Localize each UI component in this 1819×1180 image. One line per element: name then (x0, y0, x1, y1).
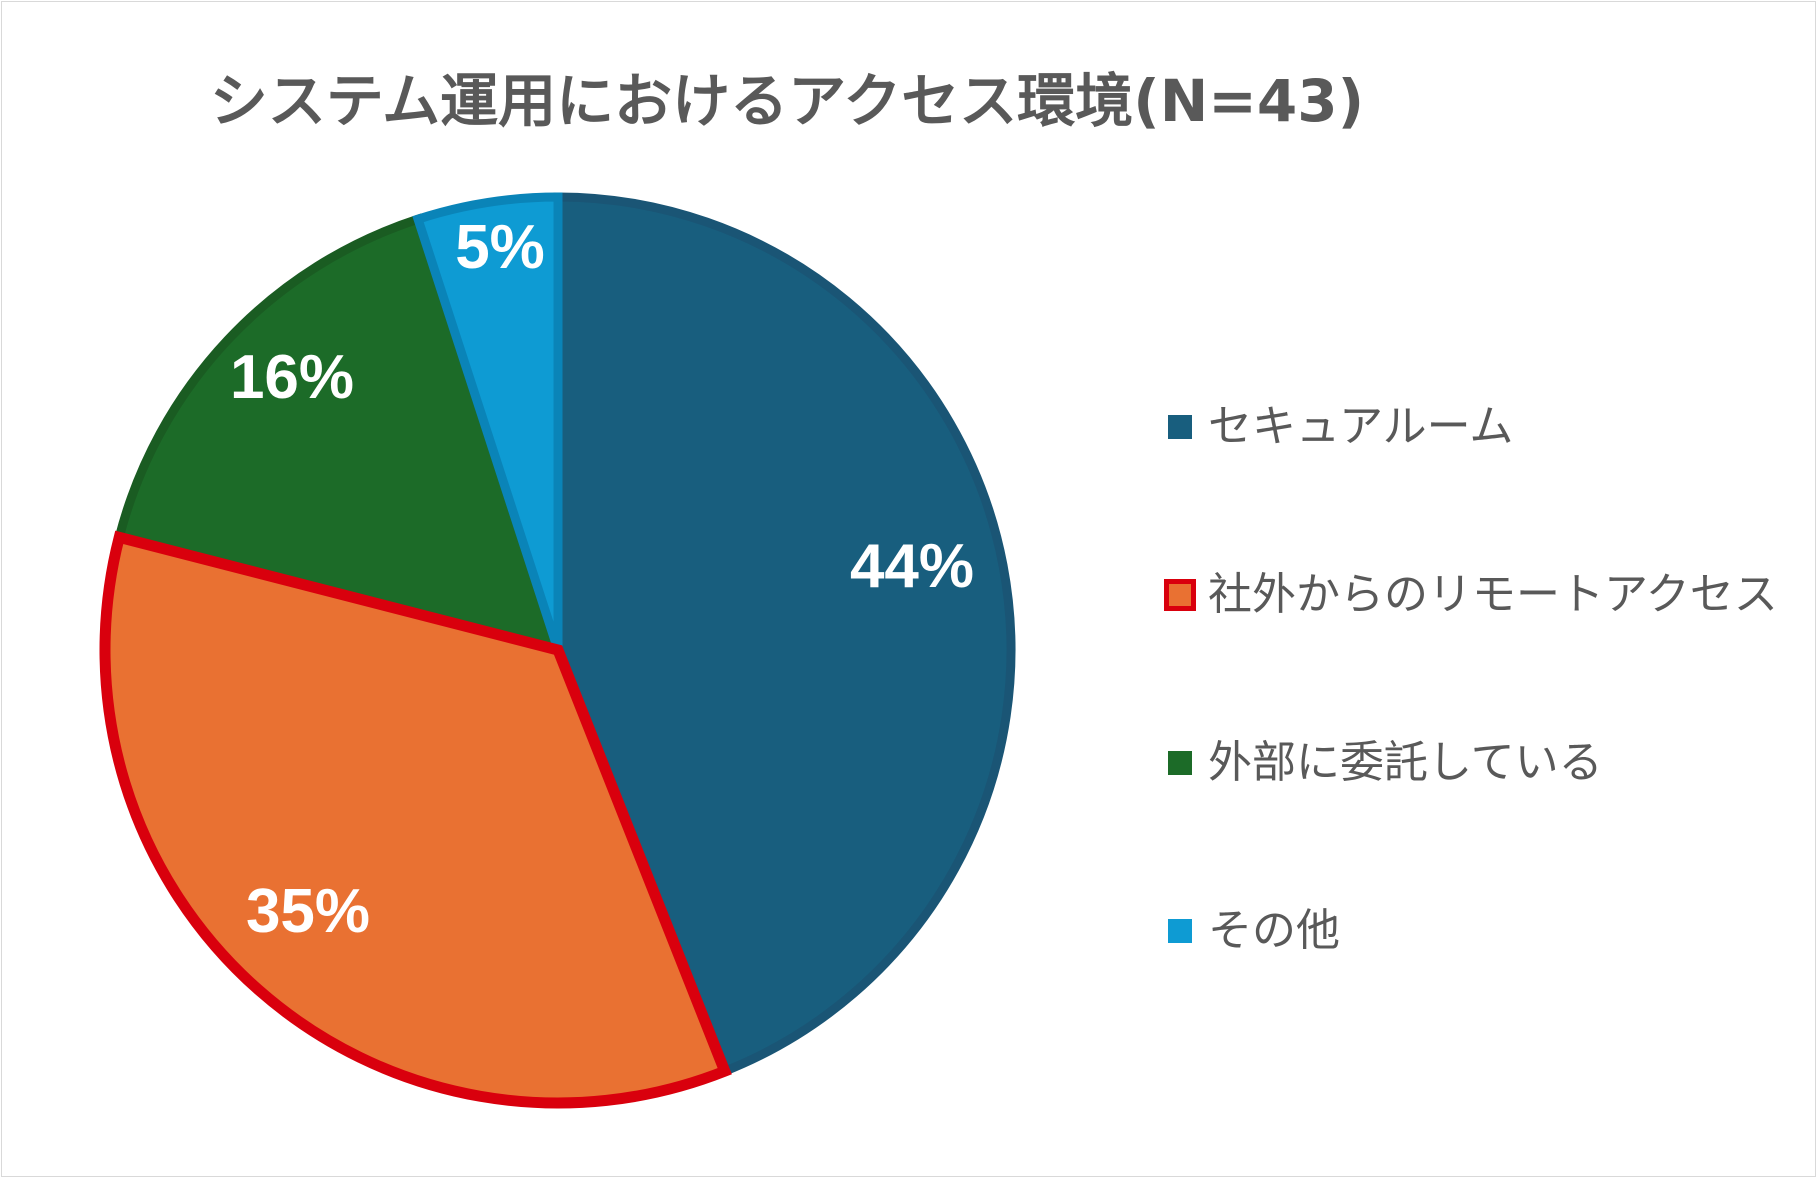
legend-label: 社外からのリモートアクセス (1208, 569, 1778, 620)
data-label-4: 5% (455, 213, 545, 282)
legend-label: セキュアルーム (1208, 401, 1514, 452)
pie-slice-4 (412, 192, 563, 652)
legend-swatch (1168, 919, 1192, 943)
legend-swatch (1168, 415, 1192, 439)
data-label-3: 16% (230, 343, 354, 412)
data-label-2: 35% (246, 877, 370, 946)
pie-slice-2 (99, 530, 732, 1109)
legend-swatch (1168, 751, 1192, 775)
chart-title: システム運用におけるアクセス環境(N=43) (209, 67, 1365, 135)
pie-slice-1 (553, 192, 1016, 1078)
legend-swatch (1164, 579, 1196, 611)
legend-label: その他 (1208, 905, 1340, 956)
legend-label: 外部に委託している (1208, 737, 1603, 788)
data-label-1: 44% (850, 532, 974, 601)
